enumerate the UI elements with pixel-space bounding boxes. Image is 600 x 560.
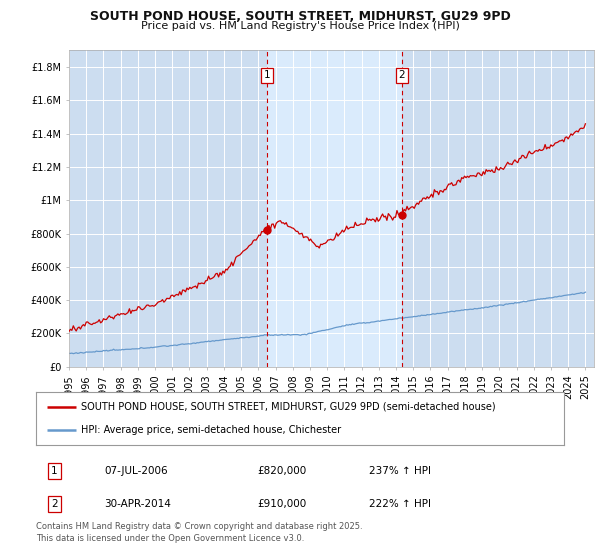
Text: 2: 2 <box>51 499 58 509</box>
Text: £820,000: £820,000 <box>258 466 307 476</box>
Bar <box>267 50 402 367</box>
Text: SOUTH POND HOUSE, SOUTH STREET, MIDHURST, GU29 9PD: SOUTH POND HOUSE, SOUTH STREET, MIDHURST… <box>89 10 511 23</box>
Text: Contains HM Land Registry data © Crown copyright and database right 2025.
This d: Contains HM Land Registry data © Crown c… <box>36 522 362 543</box>
Text: 07-JUL-2006: 07-JUL-2006 <box>104 466 168 476</box>
Text: HPI: Average price, semi-detached house, Chichester: HPI: Average price, semi-detached house,… <box>81 425 341 435</box>
Text: £910,000: £910,000 <box>258 499 307 509</box>
Text: 1: 1 <box>264 71 271 81</box>
Text: 30-APR-2014: 30-APR-2014 <box>104 499 172 509</box>
Text: 1: 1 <box>51 466 58 476</box>
Text: Price paid vs. HM Land Registry's House Price Index (HPI): Price paid vs. HM Land Registry's House … <box>140 21 460 31</box>
Text: 222% ↑ HPI: 222% ↑ HPI <box>368 499 431 509</box>
Text: 237% ↑ HPI: 237% ↑ HPI <box>368 466 431 476</box>
Text: SOUTH POND HOUSE, SOUTH STREET, MIDHURST, GU29 9PD (semi-detached house): SOUTH POND HOUSE, SOUTH STREET, MIDHURST… <box>81 402 496 412</box>
Text: 2: 2 <box>398 71 405 81</box>
